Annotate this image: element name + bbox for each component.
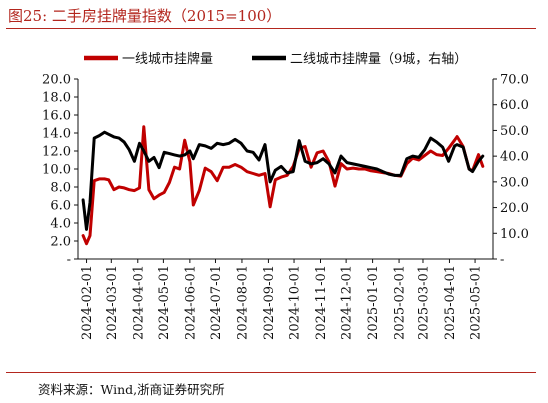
x-tick-label: 2025-01-01: [366, 265, 381, 340]
left-tick-label: 10.0: [42, 163, 71, 178]
x-ticks: 2024-02-01 2024-03-01 2024-04-01 2024-05-01…: [80, 259, 484, 340]
x-tick-label: 2024-02-01: [80, 265, 95, 340]
x-tick-label: 2024-03-01: [105, 265, 120, 340]
x-tick-label: 2024-06-01: [183, 265, 198, 340]
left-tick-label: 6.0: [50, 199, 71, 214]
left-tick-label: 20.0: [42, 73, 71, 88]
figure-title: 图25: 二手房挂牌量指数（2015=100）: [8, 7, 282, 25]
left-tick-label: 2.0: [50, 235, 71, 250]
series-layer: [81, 125, 485, 246]
x-tick-label: 2024-05-01: [157, 265, 172, 340]
right-tick-label: 70.0: [500, 73, 529, 88]
chart: 一线城市挂牌量 二线城市挂牌量（9城，右轴） - 2.0 4.0 6.0 8.0 10.0…: [42, 51, 529, 340]
x-tick-label: 2025-03-01: [416, 265, 431, 340]
x-tick-label: 2024-12-01: [340, 265, 355, 340]
left-y-ticks: - 2.0 4.0 6.0 8.0 10.0 12.0 14.0 16.0 18.0 20.0: [42, 73, 78, 268]
left-tick-label: 14.0: [42, 127, 71, 142]
x-tick-label: 2024-04-01: [131, 265, 146, 340]
left-tick-label: 8.0: [50, 181, 71, 196]
right-tick-label: 20.0: [500, 201, 529, 216]
legend: 一线城市挂牌量 二线城市挂牌量（9城，右轴）: [84, 51, 467, 67]
x-tick-label: 2024-08-01: [235, 265, 250, 340]
right-tick-label: 40.0: [500, 150, 529, 165]
left-tick-label: 12.0: [42, 145, 71, 160]
series-line-second-tier: [81, 130, 485, 231]
left-tick-label: 4.0: [50, 217, 71, 232]
right-tick-label: 60.0: [500, 98, 529, 113]
x-tick-label: 2024-07-01: [209, 265, 224, 340]
source-note: 资料来源：Wind,浙商证券研究所: [38, 382, 225, 397]
left-tick-label: 18.0: [42, 91, 71, 106]
series-line-first-tier: [81, 125, 485, 246]
right-y-ticks: - 10.0 20.0 30.0 40.0 50.0 60.0 70.0: [493, 73, 529, 268]
right-tick-label: 30.0: [500, 175, 529, 190]
left-tick-label: 16.0: [42, 109, 71, 124]
legend-label-second-tier: 二线城市挂牌量（9城，右轴）: [290, 51, 467, 67]
right-tick-label: 50.0: [500, 124, 529, 139]
x-tick-label: 2024-11-01: [314, 265, 329, 340]
bottom-rule: [6, 372, 536, 373]
left-tick-label: -: [67, 253, 71, 268]
x-tick-label: 2025-02-01: [393, 265, 408, 340]
x-tick-label: 2025-04-01: [443, 265, 458, 340]
x-tick-label: 2025-05-01: [469, 265, 484, 340]
top-rule: [6, 28, 536, 29]
right-tick-label: -: [500, 253, 504, 268]
x-tick-label: 2024-09-01: [262, 265, 277, 340]
legend-label-first-tier: 一线城市挂牌量: [122, 51, 213, 67]
right-tick-label: 10.0: [500, 227, 529, 242]
x-tick-label: 2024-10-01: [288, 265, 303, 340]
